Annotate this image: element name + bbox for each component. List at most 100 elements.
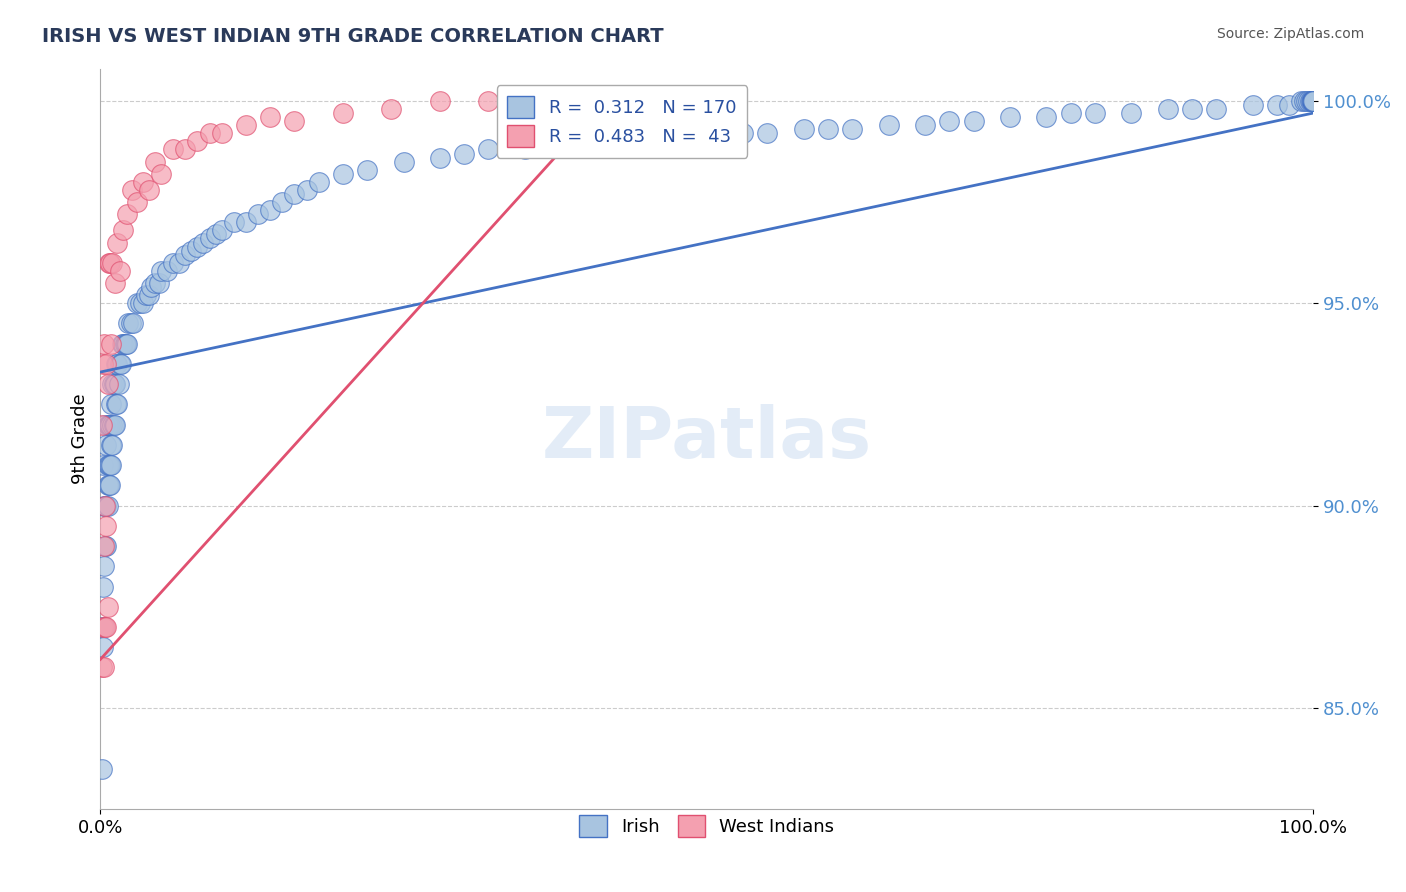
Point	[756, 126, 779, 140]
Point	[1302, 94, 1324, 108]
Point	[1302, 94, 1324, 108]
Point	[793, 122, 815, 136]
Point	[1302, 94, 1324, 108]
Point	[150, 264, 173, 278]
Point	[90, 417, 112, 432]
Point	[1302, 94, 1324, 108]
Point	[129, 296, 152, 310]
Point	[135, 288, 157, 302]
Point	[97, 417, 120, 432]
Point	[1302, 94, 1324, 108]
Point	[1302, 94, 1324, 108]
Point	[98, 458, 121, 472]
Point	[332, 167, 354, 181]
Point	[429, 151, 451, 165]
Point	[121, 183, 143, 197]
Point	[1302, 94, 1324, 108]
Point	[100, 438, 122, 452]
Point	[599, 134, 621, 148]
Point	[877, 118, 900, 132]
Point	[938, 114, 960, 128]
Point	[97, 478, 120, 492]
Point	[1302, 94, 1324, 108]
Point	[100, 336, 122, 351]
Point	[235, 118, 257, 132]
Point	[283, 186, 305, 201]
Point	[1301, 94, 1323, 108]
Point	[733, 126, 755, 140]
Point	[93, 660, 115, 674]
Point	[93, 499, 115, 513]
Point	[599, 94, 621, 108]
Point	[1302, 94, 1324, 108]
Point	[1302, 94, 1324, 108]
Point	[156, 264, 179, 278]
Point	[1302, 94, 1324, 108]
Point	[1302, 94, 1324, 108]
Point	[101, 417, 124, 432]
Point	[1302, 94, 1324, 108]
Point	[1302, 94, 1324, 108]
Point	[247, 207, 270, 221]
Point	[174, 248, 197, 262]
Point	[138, 288, 160, 302]
Point	[222, 215, 245, 229]
Point	[1302, 94, 1324, 108]
Point	[162, 256, 184, 270]
Point	[1302, 94, 1324, 108]
Point	[91, 458, 114, 472]
Point	[1298, 94, 1320, 108]
Point	[97, 256, 120, 270]
Point	[1035, 110, 1057, 124]
Point	[1302, 94, 1324, 108]
Point	[101, 438, 124, 452]
Point	[332, 106, 354, 120]
Point	[91, 640, 114, 655]
Point	[93, 336, 115, 351]
Point	[1302, 94, 1324, 108]
Point	[841, 122, 863, 136]
Point	[295, 183, 318, 197]
Point	[1295, 94, 1317, 108]
Point	[1302, 94, 1324, 108]
Point	[96, 519, 118, 533]
Point	[1302, 94, 1324, 108]
Point	[1302, 94, 1324, 108]
Point	[94, 539, 117, 553]
Point	[96, 620, 118, 634]
Point	[1302, 94, 1324, 108]
Point	[1301, 94, 1323, 108]
Point	[90, 660, 112, 674]
Point	[174, 143, 197, 157]
Point	[636, 134, 658, 148]
Point	[91, 357, 114, 371]
Point	[101, 377, 124, 392]
Point	[998, 110, 1021, 124]
Point	[259, 203, 281, 218]
Point	[98, 478, 121, 492]
Point	[283, 114, 305, 128]
Point	[392, 154, 415, 169]
Point	[97, 599, 120, 614]
Point	[97, 458, 120, 472]
Point	[198, 231, 221, 245]
Point	[1302, 94, 1324, 108]
Point	[204, 227, 226, 242]
Point	[477, 143, 499, 157]
Point	[1265, 98, 1288, 112]
Point	[105, 397, 128, 411]
Point	[1302, 94, 1324, 108]
Point	[1157, 102, 1180, 116]
Point	[356, 162, 378, 177]
Point	[143, 154, 166, 169]
Point	[98, 417, 121, 432]
Point	[138, 183, 160, 197]
Point	[94, 499, 117, 513]
Point	[125, 195, 148, 210]
Point	[1289, 94, 1312, 108]
Point	[1302, 94, 1324, 108]
Text: Source: ZipAtlas.com: Source: ZipAtlas.com	[1216, 27, 1364, 41]
Point	[148, 276, 170, 290]
Point	[259, 110, 281, 124]
Point	[1302, 94, 1324, 108]
